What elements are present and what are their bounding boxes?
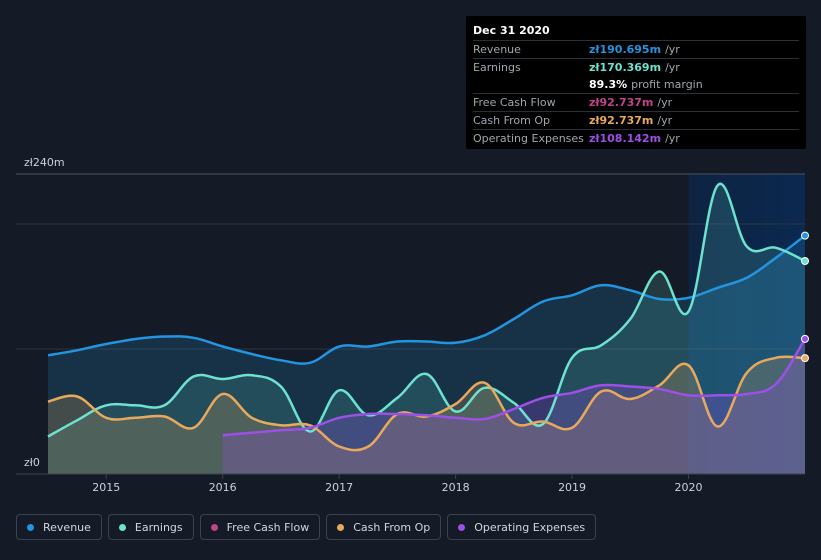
legend-label: Earnings xyxy=(134,520,183,534)
legend-item-earnings[interactable]: Earnings xyxy=(107,514,194,540)
x-tick-label: 2019 xyxy=(558,481,586,494)
legend-item-free-cash-flow[interactable]: Free Cash Flow xyxy=(199,514,321,540)
y-tick-label-top: zł240m xyxy=(24,156,65,169)
line-opex xyxy=(222,338,807,437)
tooltip-row-label: Cash From Op xyxy=(473,114,551,127)
tooltip-row-value: zł92.737m xyxy=(589,96,654,109)
end-point-cfo xyxy=(801,354,809,363)
x-tick-label: 2017 xyxy=(325,481,353,494)
tooltip-row-unit: /yr xyxy=(665,132,680,145)
tooltip-row: Cash From Op zł92.737m/yr xyxy=(473,111,799,129)
tooltip-row-value: zł108.142m xyxy=(589,132,662,145)
tooltip-row: Operating Expenses zł108.142m/yr xyxy=(473,129,799,147)
end-point-earnings xyxy=(801,257,809,265)
tooltip-row-value: 89.3% xyxy=(589,78,628,91)
tooltip-row-unit: /yr xyxy=(665,61,680,74)
tooltip-row-value: zł190.695m xyxy=(589,43,662,56)
area-opex xyxy=(222,338,805,474)
area-cfo xyxy=(48,356,805,474)
x-tick-label: 2020 xyxy=(675,481,703,494)
tooltip-row-unit: /yr xyxy=(665,43,680,56)
tooltip-row: Earnings zł170.369m/yr xyxy=(473,58,799,76)
legend-dot-icon xyxy=(210,523,218,531)
legend-dot-icon xyxy=(458,523,466,531)
tooltip-row-label: Revenue xyxy=(473,43,521,56)
tooltip: Dec 31 2020 Revenue zł190.695m/yr Earnings… xyxy=(466,16,806,149)
tooltip-row: 89.3% profit margin xyxy=(473,76,799,93)
legend-label: Free Cash Flow xyxy=(226,520,310,534)
tooltip-row-label: Free Cash Flow xyxy=(473,96,556,109)
legend-dot-icon xyxy=(118,523,126,531)
tooltip-row-value: zł92.737m xyxy=(589,114,654,127)
tooltip-date: Dec 31 2020 xyxy=(473,24,550,37)
legend-label: Operating Expenses xyxy=(474,520,586,534)
x-tick-label: 2018 xyxy=(442,481,470,494)
tooltip-row-label: Operating Expenses xyxy=(473,132,584,145)
tooltip-row: Free Cash Flow zł92.737m/yr xyxy=(473,93,799,111)
legend-item-revenue[interactable]: Revenue xyxy=(16,514,102,540)
tooltip-row: Revenue zł190.695m/yr xyxy=(473,40,799,58)
legend-dot-icon xyxy=(27,523,34,531)
tooltip-row-unit: /yr xyxy=(657,96,673,109)
end-point-revenue xyxy=(801,231,809,240)
x-tick-label: 2016 xyxy=(209,481,237,494)
legend-label: Cash From Op xyxy=(353,520,431,534)
tooltip-row-unit: /yr xyxy=(657,114,673,127)
legend: Revenue Earnings Free Cash Flow Cash From O… xyxy=(16,514,597,542)
x-tick-label: 2015 xyxy=(92,481,120,494)
area-revenue xyxy=(48,235,805,474)
legend-dot-icon xyxy=(337,523,345,531)
legend-item-cash-from-op[interactable]: Cash From Op xyxy=(326,514,442,540)
line-earnings xyxy=(47,182,806,438)
tooltip-row-label: Earnings xyxy=(473,61,521,74)
end-point-opex xyxy=(801,334,809,343)
tooltip-row-unit: profit margin xyxy=(631,78,703,91)
tooltip-row-value: zł170.369m xyxy=(589,61,662,74)
legend-label: Revenue xyxy=(43,520,91,534)
line-revenue xyxy=(47,234,806,365)
legend-item-operating-expenses[interactable]: Operating Expenses xyxy=(447,514,597,540)
y-tick-label-bottom: zł0 xyxy=(24,456,40,469)
